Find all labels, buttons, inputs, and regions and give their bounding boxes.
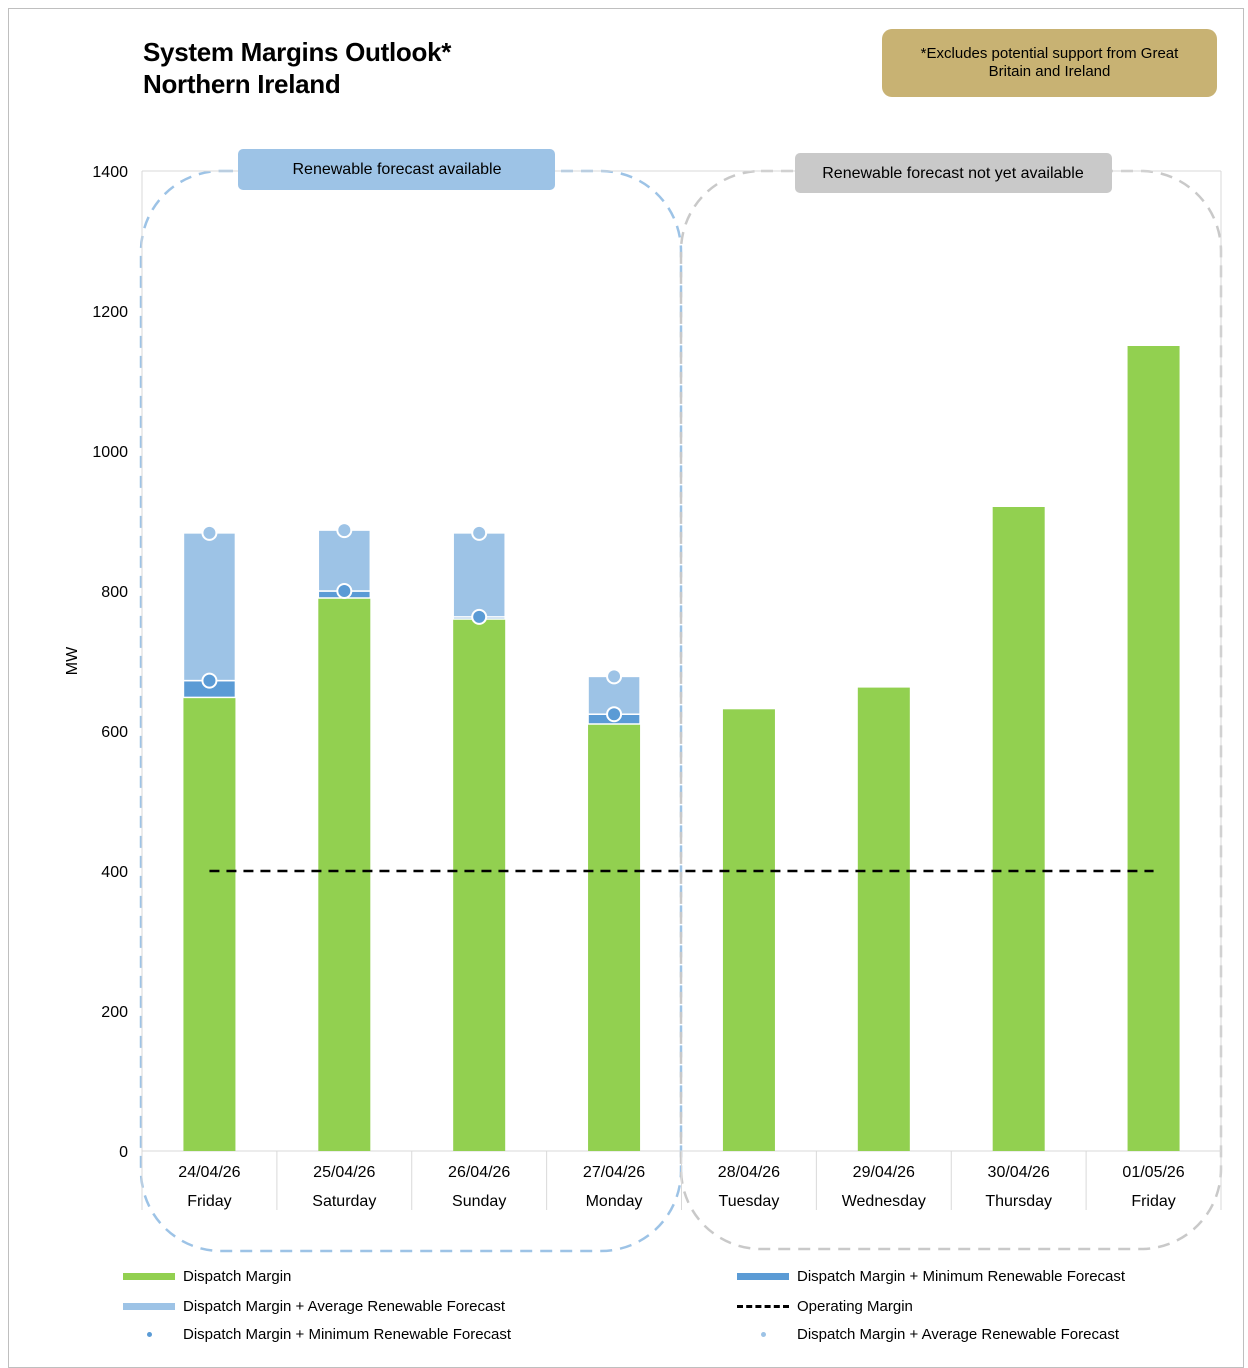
title-line-1: System Margins Outlook* xyxy=(143,37,452,67)
legend-green-swatch xyxy=(123,1273,175,1280)
dot-min-renewable xyxy=(336,583,353,599)
bar-dispatch-margin xyxy=(857,687,910,1151)
bar-dispatch-margin xyxy=(588,724,641,1151)
legend-light-blue-swatch xyxy=(123,1303,175,1310)
y-tick-label: 800 xyxy=(101,584,128,601)
dot-min-renewable xyxy=(606,706,623,723)
x-tick-date: 30/04/26 xyxy=(988,1164,1050,1181)
y-tick-label: 400 xyxy=(101,864,128,881)
bar-dispatch-margin xyxy=(453,619,506,1151)
bar-dispatch-margin xyxy=(722,709,775,1151)
bar-dispatch-margin xyxy=(318,598,371,1151)
x-tick-day: Friday xyxy=(1131,1193,1175,1210)
x-tick-date: 01/05/26 xyxy=(1122,1164,1184,1181)
x-tick-day: Tuesday xyxy=(719,1193,780,1210)
y-tick-label: 600 xyxy=(101,724,128,741)
bar-avg-renewable xyxy=(452,532,506,618)
legend-dark-blue-swatch xyxy=(737,1273,789,1280)
x-tick-day: Friday xyxy=(187,1193,231,1210)
x-tick-day: Wednesday xyxy=(842,1193,926,1210)
region-unavailable-label-bg xyxy=(795,153,1112,193)
legend-label: Dispatch Margin + Average Renewable Fore… xyxy=(183,1298,505,1315)
bar-avg-renewable xyxy=(182,532,237,682)
exclusion-note: *Excludes potential support from Great B… xyxy=(882,29,1217,97)
legend-avg-renewable-dot: Dispatch Margin + Average Renewable Fore… xyxy=(737,1326,1119,1343)
dot-avg-renewable xyxy=(201,524,218,541)
x-tick-date: 26/04/26 xyxy=(448,1164,510,1181)
y-tick-label: 1200 xyxy=(92,304,128,321)
legend-min-renewable-bar: Dispatch Margin + Minimum Renewable Fore… xyxy=(737,1268,1125,1285)
legend-avg-renewable-bar: Dispatch Margin + Average Renewable Fore… xyxy=(123,1298,505,1315)
note-line-1: *Excludes potential support from Great xyxy=(920,45,1179,62)
dot-min-renewable xyxy=(471,608,488,625)
y-tick-label: 200 xyxy=(101,1004,128,1021)
bar-avg-renewable xyxy=(317,529,372,592)
chart-title: System Margins Outlook* Northern Ireland xyxy=(143,36,451,100)
x-tick-date: 27/04/26 xyxy=(583,1164,645,1181)
x-tick-date: 25/04/26 xyxy=(313,1164,375,1181)
y-tick-label: 1000 xyxy=(92,444,128,461)
legend-label: Operating Margin xyxy=(797,1298,913,1315)
y-axis-label: MW xyxy=(64,646,81,675)
x-tick-day: Monday xyxy=(586,1193,643,1210)
legend-label: Dispatch Margin xyxy=(183,1268,292,1285)
y-tick-label: 0 xyxy=(119,1144,128,1161)
dot-avg-renewable xyxy=(336,522,353,539)
x-tick-date: 29/04/26 xyxy=(853,1164,915,1181)
note-line-2: Britain and Ireland xyxy=(988,63,1111,80)
legend-dispatch-margin: Dispatch Margin xyxy=(123,1268,291,1285)
x-tick-date: 28/04/26 xyxy=(718,1164,780,1181)
x-tick-day: Thursday xyxy=(985,1193,1052,1210)
legend-light-dot-swatch xyxy=(737,1332,789,1337)
legend-dark-dot-swatch xyxy=(123,1332,175,1337)
x-tick-date: 24/04/26 xyxy=(178,1164,240,1181)
legend-label: Dispatch Margin + Minimum Renewable Fore… xyxy=(797,1268,1126,1285)
bar-dispatch-margin xyxy=(1127,346,1180,1151)
bar-dispatch-margin xyxy=(992,507,1045,1151)
legend-min-renewable-dot: Dispatch Margin + Minimum Renewable Fore… xyxy=(123,1326,511,1343)
title-line-2: Northern Ireland xyxy=(143,69,341,99)
dot-min-renewable xyxy=(201,672,218,689)
region-available-label: Renewable forecast available xyxy=(292,161,501,178)
y-tick-label: 1400 xyxy=(92,164,128,181)
x-tick-day: Sunday xyxy=(452,1193,506,1210)
region-unavailable-label: Renewable forecast not yet available xyxy=(822,165,1084,182)
legend-dash-swatch xyxy=(737,1305,789,1308)
dot-avg-renewable xyxy=(606,668,623,685)
legend-label: Dispatch Margin + Average Renewable Fore… xyxy=(797,1326,1119,1343)
x-tick-day: Saturday xyxy=(312,1193,376,1210)
bar-dispatch-margin xyxy=(183,697,236,1151)
legend-label: Dispatch Margin + Minimum Renewable Fore… xyxy=(183,1326,512,1343)
dot-avg-renewable xyxy=(471,524,488,541)
legend-operating-margin: Operating Margin xyxy=(737,1298,913,1315)
region-available-label-bg xyxy=(238,149,555,190)
